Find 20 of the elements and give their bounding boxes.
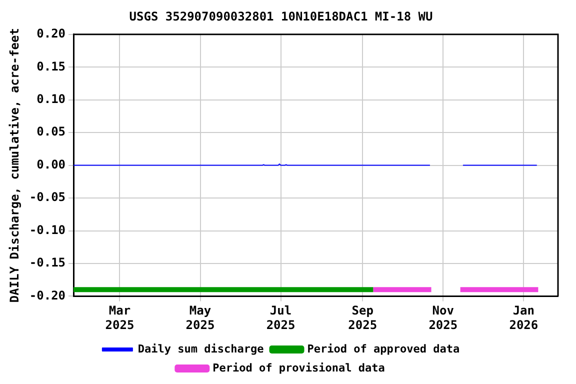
legend-label: Daily sum discharge bbox=[138, 342, 264, 356]
y-axis-title: DAILY Discharge, cumulative, acre-feet bbox=[7, 28, 22, 303]
x-tick-label: May 2025 bbox=[186, 304, 215, 332]
y-tick-label: -0.15 bbox=[29, 256, 66, 270]
x-tick-label: Mar 2025 bbox=[105, 304, 134, 332]
y-tick-label: -0.10 bbox=[29, 222, 66, 237]
legend-label: Period of provisional data bbox=[212, 361, 385, 374]
y-tick-label: 0.20 bbox=[36, 26, 66, 41]
y-tick-label: -0.05 bbox=[29, 190, 66, 204]
chart-title: USGS 352907090032801 10N10E18DAC1 MI-18 WU bbox=[129, 9, 433, 24]
x-tick-label: Nov 2025 bbox=[428, 304, 458, 332]
y-tick-label: 0.05 bbox=[36, 124, 66, 139]
y-tick-label: 0.00 bbox=[36, 157, 66, 172]
x-tick-label: Jul 2025 bbox=[266, 304, 296, 332]
x-tick-label: Sep 2025 bbox=[348, 304, 378, 332]
x-tick-label: Jan 2026 bbox=[509, 304, 538, 332]
y-tick-label: 0.10 bbox=[36, 92, 66, 106]
y-tick-label: 0.15 bbox=[36, 59, 66, 74]
legend-label: Period of approved data bbox=[307, 342, 460, 356]
y-tick-label: -0.20 bbox=[29, 288, 66, 302]
